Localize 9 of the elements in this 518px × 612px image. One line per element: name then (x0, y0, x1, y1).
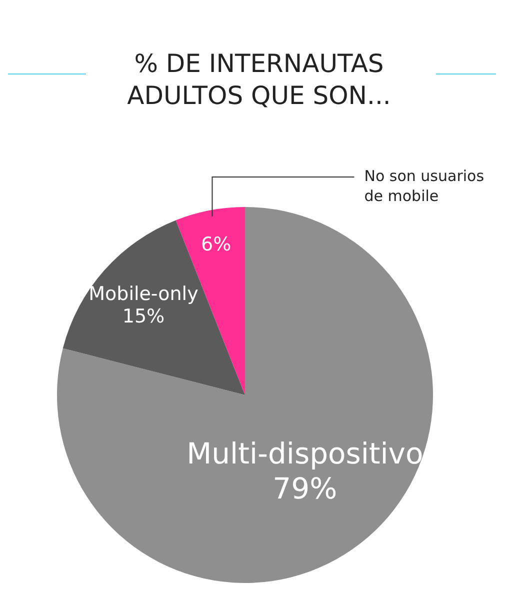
chart-title: % DE INTERNAUTAS ADULTOS QUE SON... (127, 49, 391, 110)
pie-slice (62, 220, 245, 395)
data-label: 79% (272, 471, 338, 506)
slice-label: Mobile-only (88, 282, 198, 305)
data-label: 6% (201, 234, 232, 256)
pie-slice (57, 207, 433, 583)
slice-label: Multi-dispositivo (186, 436, 424, 471)
slice-label: No son usuarios de mobile (364, 167, 484, 205)
data-label: 15% (122, 306, 165, 328)
